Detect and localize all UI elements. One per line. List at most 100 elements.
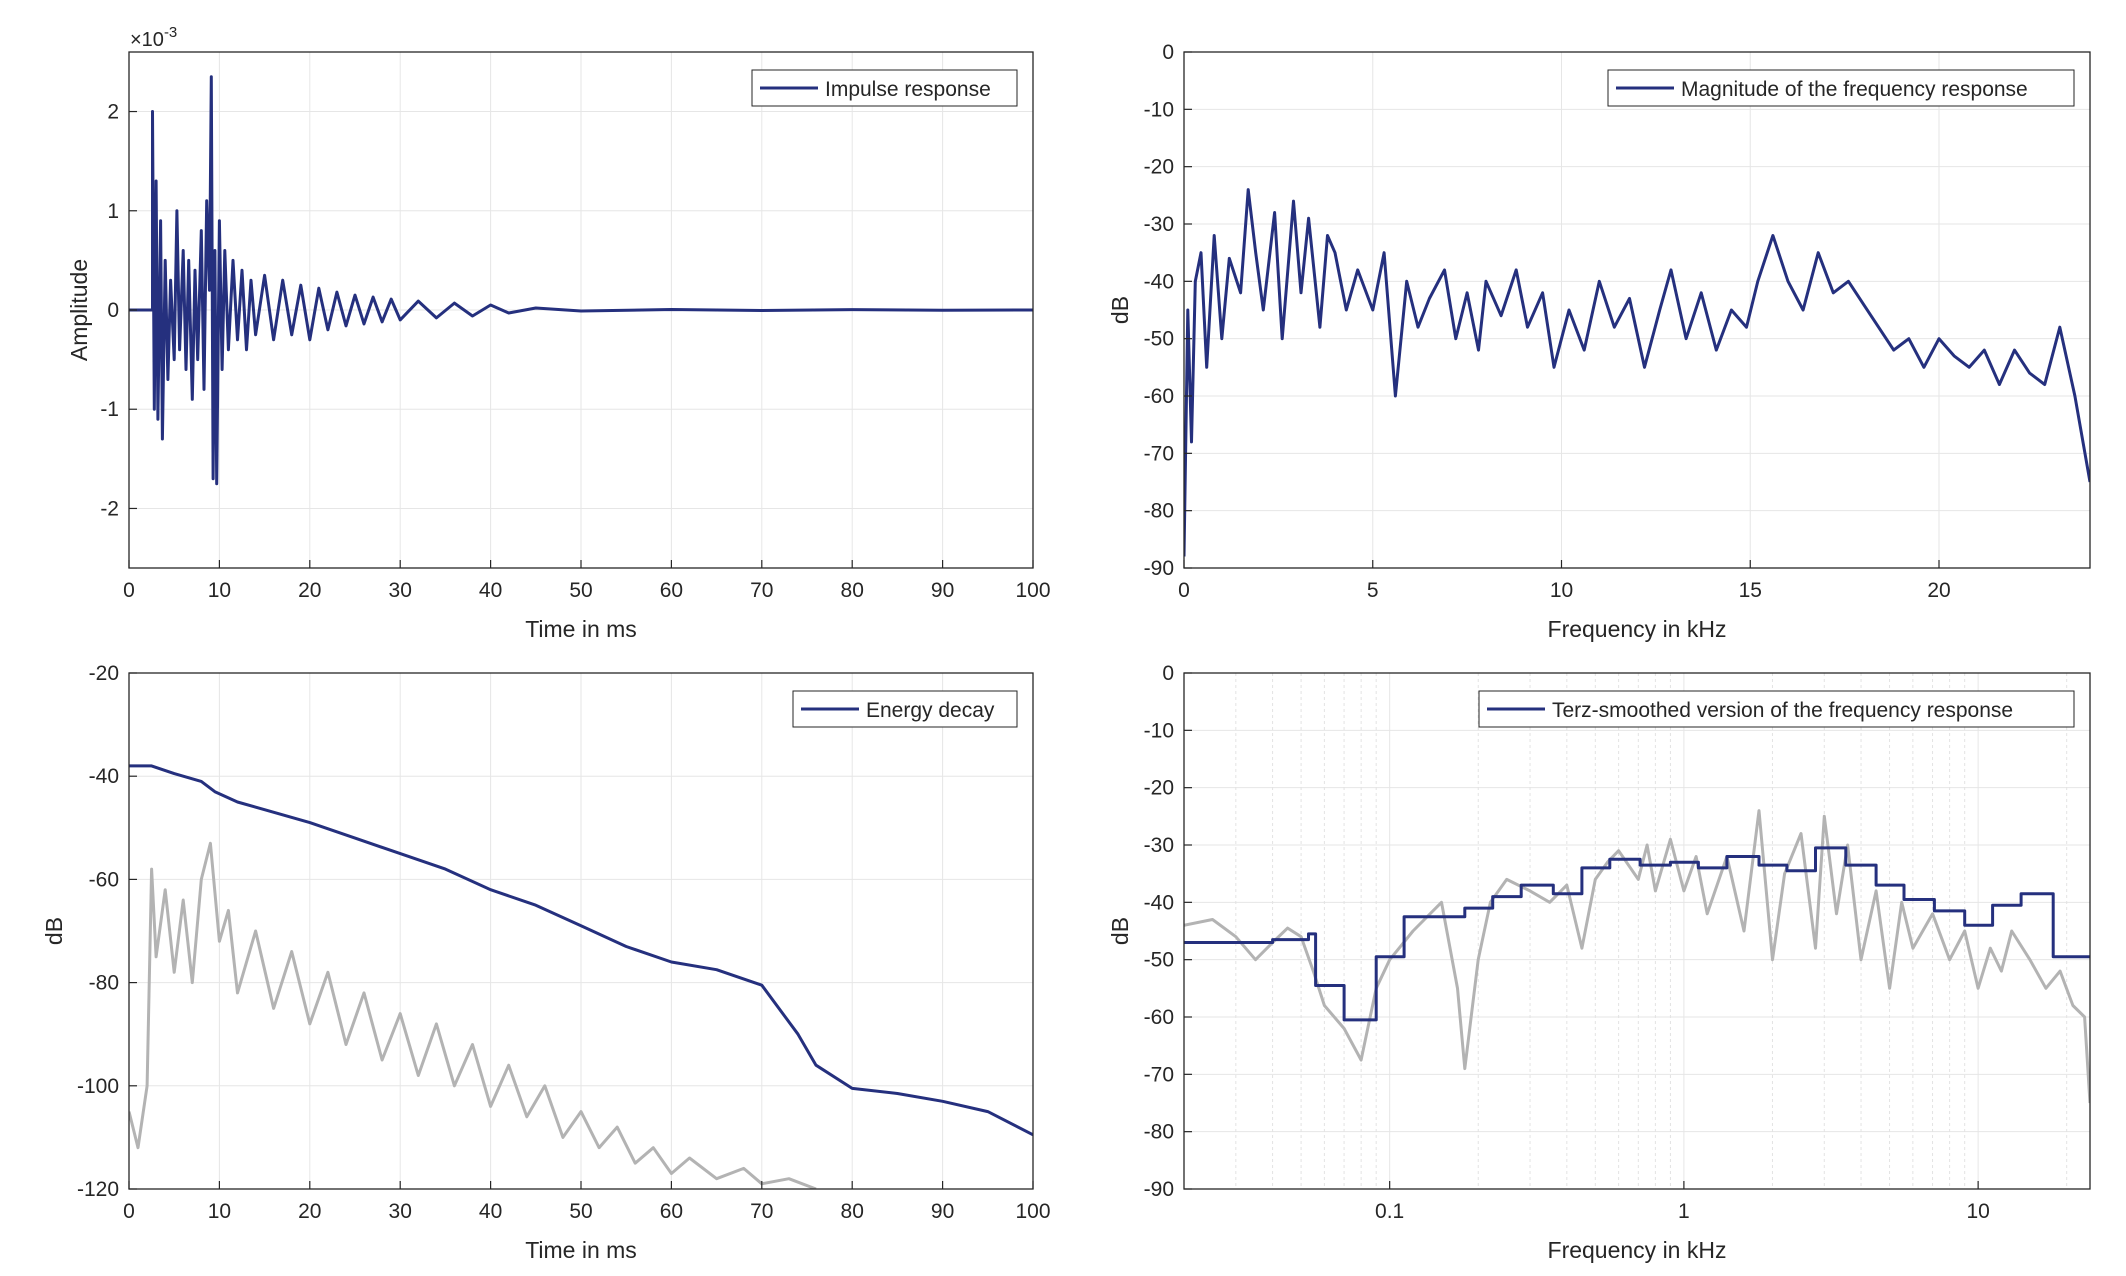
y-tick-label: -1 bbox=[100, 398, 119, 421]
x-tick-label: 0 bbox=[1178, 579, 1190, 602]
y-tick-label: -70 bbox=[1144, 442, 1174, 465]
x-tick-label: 20 bbox=[1927, 579, 1950, 602]
x-tick-label: 70 bbox=[750, 579, 773, 602]
y-tick-labels: -20 -40 -60 -80 -100 -120 bbox=[77, 662, 137, 1201]
x-tick-label: 15 bbox=[1739, 579, 1762, 602]
axes-box bbox=[1183, 51, 2091, 569]
y-tick-label: -40 bbox=[1144, 270, 1174, 293]
x-tick-label: 1 bbox=[1678, 1200, 1690, 1223]
y-axis-label: dB bbox=[1107, 296, 1133, 324]
x-tick-labels: 0.1 1 10 bbox=[1375, 1181, 1990, 1223]
y-tick-label: -120 bbox=[77, 1178, 119, 1201]
legend-box bbox=[1478, 690, 2075, 728]
x-tick-label: 10 bbox=[1966, 1200, 1989, 1223]
y-axis-label: Amplitude bbox=[66, 259, 92, 361]
legend: Impulse response bbox=[751, 69, 1018, 107]
y-tick-label: -20 bbox=[1144, 156, 1174, 179]
y-tick-label: -60 bbox=[89, 868, 119, 891]
y-tick-label: -30 bbox=[1144, 834, 1174, 857]
series-layer bbox=[1184, 809, 2090, 1104]
y-tick-label: -80 bbox=[1144, 500, 1174, 523]
series-line-main bbox=[129, 75, 1033, 486]
y-tick-label: 0 bbox=[107, 299, 119, 322]
x-tick-label: 30 bbox=[389, 1200, 412, 1223]
series-layer bbox=[1184, 188, 2090, 557]
x-tick-label: 100 bbox=[1015, 1200, 1050, 1223]
y-tick-label: 0 bbox=[1162, 662, 1174, 685]
x-tick-labels: 0 10 20 30 40 50 60 70 80 90 100 bbox=[123, 1181, 1051, 1223]
x-tick-label: 90 bbox=[931, 1200, 954, 1223]
x-axis-label: Frequency in kHz bbox=[1548, 1237, 1727, 1263]
x-tick-label: 50 bbox=[569, 579, 592, 602]
y-axis-label: dB bbox=[1107, 917, 1133, 945]
x-tick-label: 80 bbox=[841, 579, 864, 602]
y-tick-label: 2 bbox=[107, 101, 119, 124]
y-tick-label: -2 bbox=[100, 497, 119, 520]
series-layer bbox=[129, 75, 1033, 486]
x-tick-label: 5 bbox=[1367, 579, 1379, 602]
y-tick-label: -60 bbox=[1144, 385, 1174, 408]
x-tick-label: 40 bbox=[479, 579, 502, 602]
x-axis-label: Time in ms bbox=[525, 616, 637, 642]
y-tick-labels: -2 -1 0 1 2 bbox=[100, 101, 137, 520]
minor-grid bbox=[1235, 673, 2068, 1189]
exponent-label: ×10-3 bbox=[130, 24, 177, 51]
grid bbox=[128, 672, 1034, 1190]
y-tick-label: -40 bbox=[1144, 891, 1174, 914]
legend-label: Impulse response bbox=[825, 78, 991, 101]
y-tick-label: -10 bbox=[1144, 719, 1174, 742]
x-tick-label: 60 bbox=[660, 579, 683, 602]
y-tick-label: -10 bbox=[1144, 98, 1174, 121]
x-tick-label: 30 bbox=[389, 579, 412, 602]
y-tick-label: -50 bbox=[1144, 328, 1174, 351]
legend-label: Terz-smoothed version of the frequency r… bbox=[1552, 699, 2013, 722]
x-tick-label: 10 bbox=[208, 1200, 231, 1223]
legend-box bbox=[1607, 69, 2075, 107]
x-tick-label: 60 bbox=[660, 1200, 683, 1223]
x-tick-label: 0.1 bbox=[1375, 1200, 1404, 1223]
x-tick-label: 10 bbox=[1550, 579, 1573, 602]
y-tick-labels: 0 -10 -20 -30 -40 -50 -60 -70 -80 -90 bbox=[1144, 41, 1192, 580]
y-tick-label: -20 bbox=[89, 662, 119, 685]
plot-area bbox=[1184, 673, 2090, 1189]
y-tick-label: -80 bbox=[1144, 1121, 1174, 1144]
y-tick-label: -80 bbox=[89, 972, 119, 995]
x-tick-label: 90 bbox=[931, 579, 954, 602]
series-layer bbox=[129, 764, 1033, 1189]
x-tick-label: 100 bbox=[1015, 579, 1050, 602]
legend-label: Energy decay bbox=[866, 699, 995, 722]
y-tick-label: -50 bbox=[1144, 949, 1174, 972]
x-axis-label: Frequency in kHz bbox=[1548, 616, 1727, 642]
y-tick-label: -90 bbox=[1144, 557, 1174, 580]
y-tick-label: -90 bbox=[1144, 1178, 1174, 1201]
legend: Energy decay bbox=[792, 690, 1018, 728]
legend: Terz-smoothed version of the frequency r… bbox=[1478, 690, 2075, 728]
x-tick-label: 0 bbox=[123, 1200, 135, 1223]
impulse-response-panel: 0 10 20 30 40 50 60 70 80 90 100 -2 -1 0 1 2 Time in m… bbox=[66, 24, 1051, 642]
x-tick-label: 70 bbox=[750, 1200, 773, 1223]
y-tick-label: -70 bbox=[1144, 1063, 1174, 1086]
y-tick-label: -60 bbox=[1144, 1006, 1174, 1029]
terz-smoothed-panel: 0.1 1 10 0 -10 -20 -30 -40 -50 -60 -70 -80 -90 Freq… bbox=[1107, 662, 2091, 1263]
x-tick-labels: 0 10 20 30 40 50 60 70 80 90 100 bbox=[123, 560, 1051, 602]
x-tick-label: 0 bbox=[123, 579, 135, 602]
energy-decay-panel: 0 10 20 30 40 50 60 70 80 90 100 -20-40-60-80-100-… bbox=[41, 662, 1051, 1263]
series-line-raw bbox=[129, 841, 817, 1189]
y-tick-label: 0 bbox=[1162, 41, 1174, 64]
axes-box bbox=[1183, 672, 2091, 1190]
y-tick-label: -20 bbox=[1144, 777, 1174, 800]
y-tick-label: -30 bbox=[1144, 213, 1174, 236]
x-tick-label: 40 bbox=[479, 1200, 502, 1223]
series-line-main bbox=[129, 764, 1033, 1137]
series-line-main bbox=[1184, 846, 2090, 1022]
x-tick-labels: 0 5 10 15 20 bbox=[1178, 560, 1951, 602]
legend-label: Magnitude of the frequency response bbox=[1681, 78, 2028, 101]
magnitude-panel: 0 5 10 15 20 0 -10 -20 -30 -40 -50 -60 -70 -80 -90 Fr… bbox=[1107, 41, 2091, 642]
series-line-raw bbox=[1184, 809, 2090, 1104]
y-axis-label: dB bbox=[41, 917, 67, 945]
x-tick-label: 20 bbox=[298, 1200, 321, 1223]
legend: Magnitude of the frequency response bbox=[1607, 69, 2075, 107]
y-tick-labels: 0 -10 -20 -30 -40 -50 -60 -70 -80 -90 bbox=[1144, 662, 1192, 1201]
x-tick-label: 10 bbox=[208, 579, 231, 602]
